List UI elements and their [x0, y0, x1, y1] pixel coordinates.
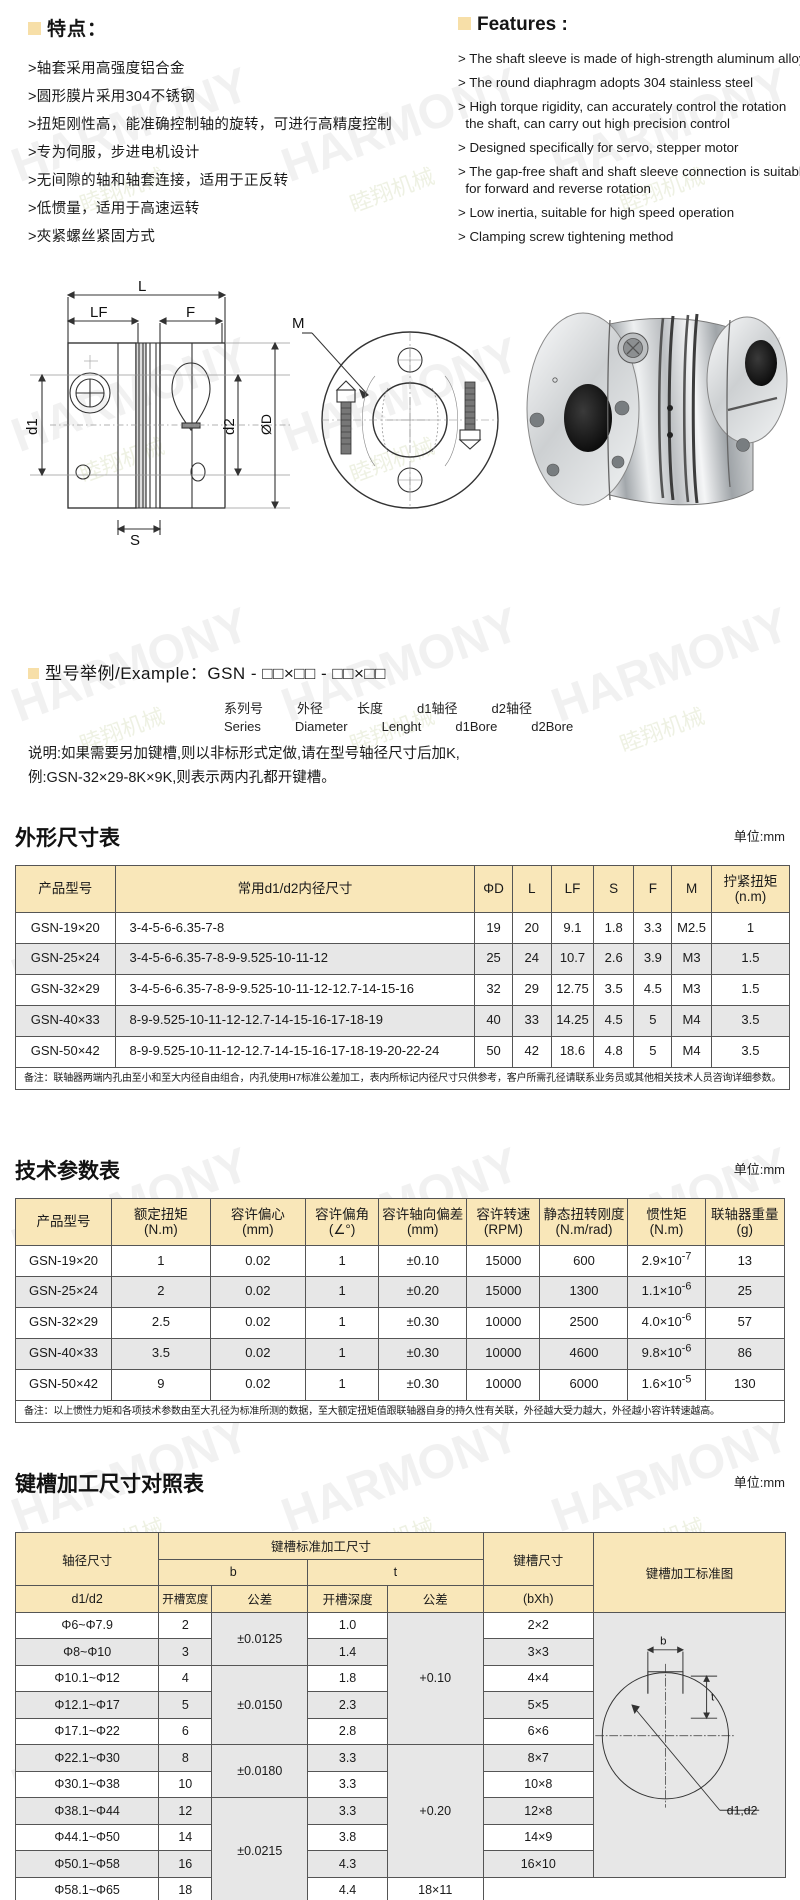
svg-text:F: F: [186, 304, 195, 321]
svg-text:L: L: [138, 278, 146, 295]
svg-text:d1: d1: [24, 418, 41, 435]
svg-text:ØD: ØD: [258, 414, 274, 435]
svg-text:d2: d2: [221, 418, 238, 435]
svg-text:t: t: [711, 1692, 715, 1704]
svg-text:d1,d2: d1,d2: [727, 1804, 758, 1818]
svg-text:S: S: [130, 532, 140, 549]
svg-text:b: b: [660, 1636, 666, 1648]
svg-text:M: M: [292, 315, 305, 332]
svg-text:LF: LF: [90, 304, 108, 321]
